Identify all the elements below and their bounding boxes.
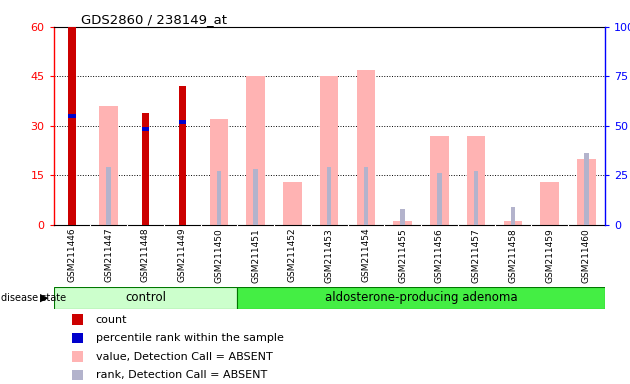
Text: GSM211447: GSM211447 [104, 228, 113, 283]
Bar [401, 209, 405, 225]
Text: control: control [125, 291, 166, 305]
Bar [320, 76, 338, 225]
Bar [541, 182, 559, 225]
Bar [584, 154, 588, 225]
Bar [72, 370, 83, 380]
Bar [72, 333, 83, 343]
Text: disease state: disease state [1, 293, 66, 303]
Text: GSM211455: GSM211455 [398, 228, 407, 283]
Bar [284, 182, 302, 225]
Bar [357, 70, 375, 225]
Bar [394, 221, 412, 225]
Bar [142, 113, 149, 225]
Bar [577, 159, 595, 225]
Bar [253, 169, 258, 225]
Text: GSM211448: GSM211448 [141, 228, 150, 283]
Bar [217, 171, 221, 225]
Bar [178, 121, 186, 124]
Bar [511, 207, 515, 225]
Text: GDS2860 / 238149_at: GDS2860 / 238149_at [81, 13, 227, 26]
Bar [327, 167, 331, 225]
Text: rank, Detection Call = ABSENT: rank, Detection Call = ABSENT [96, 370, 267, 380]
Text: GSM211458: GSM211458 [508, 228, 517, 283]
Bar [430, 136, 449, 225]
Text: count: count [96, 314, 127, 324]
Text: GSM211453: GSM211453 [324, 228, 334, 283]
Bar [142, 127, 149, 131]
Text: GSM211460: GSM211460 [582, 228, 591, 283]
Text: percentile rank within the sample: percentile rank within the sample [96, 333, 284, 343]
Bar [68, 27, 76, 225]
Text: aldosterone-producing adenoma: aldosterone-producing adenoma [324, 291, 517, 305]
Bar [210, 119, 228, 225]
Bar [178, 86, 186, 225]
Text: GSM211457: GSM211457 [472, 228, 481, 283]
Bar [68, 114, 76, 118]
Text: GSM211446: GSM211446 [67, 228, 76, 283]
Bar [72, 351, 83, 362]
Bar [238, 287, 605, 309]
Text: GSM211452: GSM211452 [288, 228, 297, 283]
Bar [364, 167, 368, 225]
Bar [54, 287, 238, 309]
Bar [72, 314, 83, 325]
Text: ▶: ▶ [40, 293, 49, 303]
Bar [474, 171, 478, 225]
Text: GSM211449: GSM211449 [178, 228, 186, 283]
Bar [106, 167, 111, 225]
Text: GSM211450: GSM211450 [214, 228, 224, 283]
Bar [437, 173, 442, 225]
Text: GSM211456: GSM211456 [435, 228, 444, 283]
Bar [100, 106, 118, 225]
Bar [467, 136, 485, 225]
Bar [246, 76, 265, 225]
Bar [504, 221, 522, 225]
Text: value, Detection Call = ABSENT: value, Detection Call = ABSENT [96, 351, 273, 361]
Text: GSM211451: GSM211451 [251, 228, 260, 283]
Text: GSM211459: GSM211459 [545, 228, 554, 283]
Text: GSM211454: GSM211454 [362, 228, 370, 283]
